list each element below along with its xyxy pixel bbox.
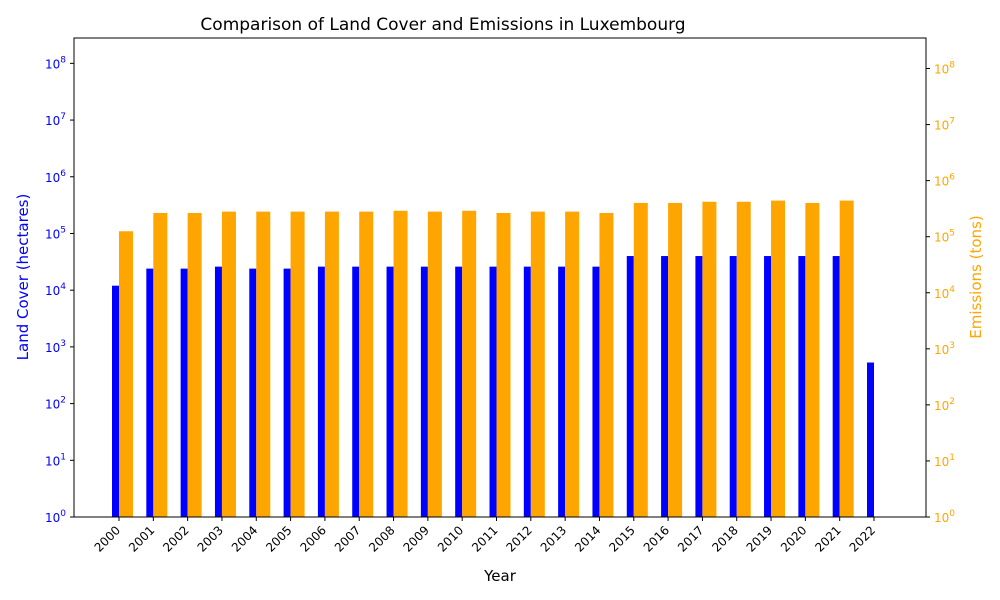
left-tick-label-3: 103 <box>45 339 66 355</box>
emissions-bar-2017 <box>702 201 717 517</box>
x-tick-label-2015: 2015 <box>606 523 637 554</box>
left-tick-label-4: 104 <box>45 282 66 298</box>
land-cover-bar-2004 <box>249 268 257 517</box>
emissions-bar-2002 <box>187 212 202 517</box>
right-tick-label-2: 102 <box>934 397 955 413</box>
land-cover-bar-2008 <box>386 266 394 517</box>
x-tick-label-2022: 2022 <box>847 523 878 554</box>
left-tick-label-7: 107 <box>45 112 66 128</box>
left-y-axis-label: Land Cover (hectares) <box>14 194 32 361</box>
right-tick-label-6: 106 <box>934 173 955 189</box>
land-cover-bar-2003 <box>214 266 222 517</box>
left-tick-label-1: 101 <box>45 452 66 468</box>
right-tick-label-3: 103 <box>934 341 955 357</box>
x-tick-label-2007: 2007 <box>332 523 363 554</box>
emissions-bar-2008 <box>393 210 408 517</box>
x-tick-label-2013: 2013 <box>538 523 569 554</box>
x-tick-label-2001: 2001 <box>126 523 157 554</box>
left-tick-label-5: 105 <box>45 225 66 241</box>
emissions-bar-2020 <box>805 202 820 517</box>
left-axis-ticks: 100 101 102 103 104 105 106 107 108 <box>45 55 74 525</box>
emissions-bar-2016 <box>668 202 683 517</box>
left-tick-label-2: 102 <box>45 396 66 412</box>
x-tick-label-2006: 2006 <box>298 523 329 554</box>
emissions-bar-2019 <box>771 200 786 518</box>
land-cover-bar-2013 <box>558 266 566 517</box>
land-cover-bar-2011 <box>489 266 497 517</box>
plot-frame <box>73 37 927 518</box>
right-tick-label-5: 105 <box>934 229 955 245</box>
x-tick-label-2008: 2008 <box>366 523 397 554</box>
x-tick-label-2003: 2003 <box>195 523 226 554</box>
right-tick-label-0: 100 <box>934 509 955 525</box>
bars-layer <box>112 200 874 518</box>
emissions-bar-2005 <box>290 211 305 517</box>
land-cover-bar-2020 <box>798 256 806 517</box>
x-tick-label-2004: 2004 <box>229 523 260 554</box>
x-tick-label-2017: 2017 <box>675 523 706 554</box>
x-tick-label-2019: 2019 <box>744 523 775 554</box>
emissions-bar-2001 <box>153 212 168 517</box>
land-cover-bar-2016 <box>661 256 669 517</box>
x-axis-label: Year <box>483 567 517 585</box>
emissions-bar-2009 <box>427 211 442 517</box>
left-tick-label-6: 106 <box>45 169 66 185</box>
x-tick-label-2014: 2014 <box>572 523 603 554</box>
right-tick-label-7: 107 <box>934 117 955 133</box>
x-tick-label-2005: 2005 <box>263 523 294 554</box>
emissions-bar-2004 <box>256 211 271 517</box>
emissions-bar-2010 <box>462 210 477 517</box>
x-axis-ticks: 2000 2001 2002 2003 2004 2005 2006 2007 2008 2009… <box>92 517 878 555</box>
land-cover-bar-2001 <box>146 268 154 517</box>
emissions-bar-2007 <box>359 211 374 517</box>
emissions-bar-2000 <box>119 231 133 518</box>
land-cover-bar-2002 <box>180 268 188 517</box>
land-cover-bar-2014 <box>592 266 600 517</box>
land-cover-bar-2019 <box>764 256 772 517</box>
right-tick-label-4: 104 <box>934 285 955 301</box>
land-cover-bar-2021 <box>832 256 840 517</box>
emissions-bar-2021 <box>839 200 854 518</box>
left-tick-label-8: 108 <box>45 55 66 71</box>
land-cover-bar-2015 <box>626 256 634 517</box>
emissions-bar-2006 <box>324 211 339 517</box>
x-tick-label-2012: 2012 <box>503 523 534 554</box>
emissions-bar-2012 <box>530 211 545 517</box>
land-cover-bar-2005 <box>283 268 291 517</box>
land-cover-bar-2010 <box>455 266 463 517</box>
x-tick-label-2020: 2020 <box>778 523 809 554</box>
x-tick-label-2000: 2000 <box>92 523 123 554</box>
right-tick-label-8: 108 <box>934 61 955 77</box>
x-tick-label-2002: 2002 <box>160 523 191 554</box>
x-tick-label-2016: 2016 <box>641 523 672 554</box>
right-tick-label-1: 101 <box>934 453 955 469</box>
land-cover-bar-2012 <box>523 266 531 517</box>
x-tick-label-2010: 2010 <box>435 523 466 554</box>
land-cover-bar-2007 <box>352 266 360 517</box>
land-cover-bar-2018 <box>729 256 737 517</box>
x-tick-label-2011: 2011 <box>469 523 500 554</box>
emissions-bar-2018 <box>736 201 751 517</box>
emissions-bar-2013 <box>565 211 580 517</box>
emissions-bar-2003 <box>221 211 236 517</box>
left-tick-label-0: 100 <box>45 509 66 525</box>
right-y-axis-label: Emissions (tons) <box>967 215 985 338</box>
chart-title: Comparison of Land Cover and Emissions i… <box>200 15 685 35</box>
x-tick-label-2009: 2009 <box>400 523 431 554</box>
emissions-bar-2015 <box>633 202 648 517</box>
land-cover-bar-2006 <box>317 266 325 517</box>
right-axis-ticks: 100 101 102 103 104 105 106 107 108 <box>926 61 955 525</box>
land-cover-bar-2022 <box>867 362 874 517</box>
x-tick-label-2021: 2021 <box>812 523 843 554</box>
emissions-bar-2011 <box>496 212 511 517</box>
x-tick-label-2018: 2018 <box>709 523 740 554</box>
emissions-bar-2014 <box>599 212 614 517</box>
land-cover-bar-2009 <box>420 266 428 517</box>
land-cover-bar-2017 <box>695 256 703 517</box>
land-cover-bar-2000 <box>112 285 119 517</box>
